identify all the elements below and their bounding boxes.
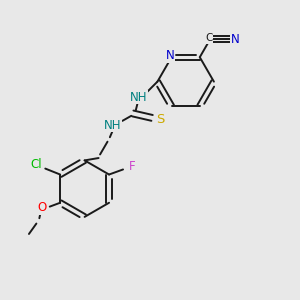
Text: N: N (166, 49, 174, 62)
Text: F: F (129, 160, 135, 173)
Text: O: O (37, 201, 46, 214)
Text: N: N (230, 33, 239, 46)
Text: NH: NH (130, 91, 148, 104)
Text: C: C (205, 33, 212, 43)
Text: NH: NH (104, 119, 121, 132)
Text: S: S (156, 113, 165, 127)
Text: Cl: Cl (30, 158, 42, 171)
